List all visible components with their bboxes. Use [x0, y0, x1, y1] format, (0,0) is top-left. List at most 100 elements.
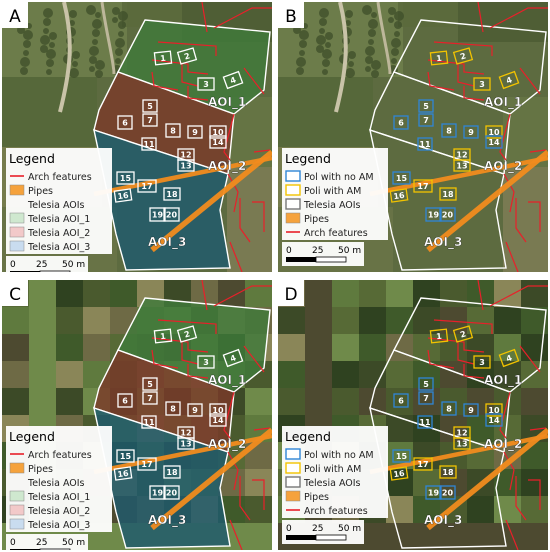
panel-letter: A — [9, 7, 21, 27]
tree-crown — [89, 56, 97, 64]
arch-feature — [151, 337, 209, 353]
polygon-6: 6 — [393, 393, 409, 408]
tree-crown — [43, 8, 53, 18]
polygon-7: 7 — [418, 113, 434, 127]
tree-crown — [40, 35, 50, 45]
polygon-label: 10 — [212, 406, 224, 415]
polygon-outline — [142, 377, 158, 391]
polygon-17: 17 — [413, 179, 433, 193]
pixel-cell — [521, 523, 548, 550]
dirt-road — [334, 2, 348, 113]
pipe-line — [150, 149, 272, 253]
scale-bar-segment — [39, 548, 71, 550]
polygon-label: 6 — [398, 397, 404, 406]
tree-crown — [348, 51, 356, 59]
tree-crown — [43, 18, 51, 26]
pipe-line — [426, 149, 548, 253]
polygon-label: 13 — [456, 162, 467, 171]
polygon-outline — [389, 188, 409, 203]
arch-feature — [243, 67, 265, 95]
legend-item-label: Pipes — [28, 186, 53, 197]
polygon-20: 20 — [439, 207, 456, 222]
tree-crown — [394, 21, 402, 29]
polygon-label: 9 — [192, 128, 198, 137]
polygon-label: 11 — [143, 418, 155, 427]
polygon-2: 2 — [176, 325, 198, 343]
polygon-14: 14 — [485, 413, 503, 427]
legend-item-label: Telesia AOIs — [27, 478, 85, 489]
polygon-label: 19 — [428, 489, 440, 498]
pixel-cell — [494, 280, 522, 308]
scale-bar-segment — [10, 271, 40, 272]
legend-title: Legend — [285, 429, 331, 444]
pixel-cell — [29, 307, 57, 335]
legend-fill-symbol — [9, 518, 25, 530]
scale-bar-label: 0 — [10, 538, 16, 548]
polygon-3: 3 — [197, 77, 215, 91]
arch-feature — [213, 285, 272, 307]
pixel-cell — [332, 334, 360, 362]
pixel-cell — [332, 307, 360, 335]
polygon-label: 4 — [229, 75, 238, 86]
legend-item-label: Pol with no AM — [304, 450, 374, 461]
polygon-4: 4 — [498, 348, 520, 368]
pixel-cell — [386, 523, 414, 550]
polygon-15: 15 — [392, 171, 411, 185]
polygon-label: 8 — [446, 127, 452, 136]
pixel-cell — [467, 307, 495, 335]
polygon-label: 5 — [147, 380, 153, 389]
panel-letter: C — [9, 285, 21, 305]
polygon-outline — [197, 77, 215, 91]
polygon-outline — [176, 47, 198, 65]
dirt-road — [58, 2, 72, 113]
pixel-cell — [521, 334, 548, 362]
pixel-cell — [521, 469, 548, 497]
tree-crown — [316, 35, 326, 45]
polygon-8: 8 — [441, 401, 457, 416]
arch-feature — [252, 201, 265, 232]
polygon-13: 13 — [453, 437, 471, 450]
arch-feature — [157, 41, 217, 56]
legend-fill-symbol — [9, 240, 25, 252]
tree-crown — [322, 49, 332, 59]
polygon-outline — [209, 413, 227, 427]
arch-feature — [243, 345, 265, 373]
tree-crown — [325, 42, 331, 48]
polygon-4: 4 — [222, 70, 244, 90]
tree-crown — [89, 66, 95, 72]
polygon-label: 16 — [117, 469, 130, 480]
polygon-outline — [187, 125, 203, 139]
polygon-3: 3 — [473, 77, 491, 91]
pixel-cell — [245, 523, 272, 550]
pixel-cell — [29, 334, 57, 362]
arch-feature — [499, 391, 511, 439]
legend-item-label: Telesia AOI_2 — [27, 506, 90, 517]
scale-bar-label: 0 — [286, 246, 292, 256]
arch-feature — [503, 173, 515, 213]
polygon-label: 7 — [147, 394, 153, 403]
polygon-19: 19 — [425, 207, 442, 222]
pixel-cell — [386, 388, 414, 416]
pixel-cell — [83, 307, 111, 335]
pixel-cell — [2, 388, 30, 416]
pixel-cell — [359, 307, 387, 335]
polygon-label: 17 — [417, 182, 428, 191]
tree-crown — [394, 31, 400, 37]
tree-crown — [115, 38, 125, 48]
tree-crown — [371, 70, 379, 78]
arch-feature — [253, 149, 271, 153]
arch-feature — [519, 67, 541, 95]
polygon-9: 9 — [187, 125, 203, 139]
polygon-outline — [142, 99, 158, 113]
tree-crown — [92, 39, 98, 45]
polygon-label: 4 — [505, 353, 514, 364]
legend-item-label: Telesia AOIs — [303, 200, 361, 211]
pixel-cell — [305, 388, 333, 416]
polygon-outline — [389, 466, 409, 481]
pixel-cell — [2, 307, 30, 335]
scale-bar-segment — [39, 270, 71, 272]
legend-outline-symbol — [285, 198, 301, 210]
aoi-1-label: AOI_1 — [208, 373, 246, 388]
scale-bar-label: 25 — [36, 538, 47, 548]
arch-feature — [157, 319, 217, 334]
